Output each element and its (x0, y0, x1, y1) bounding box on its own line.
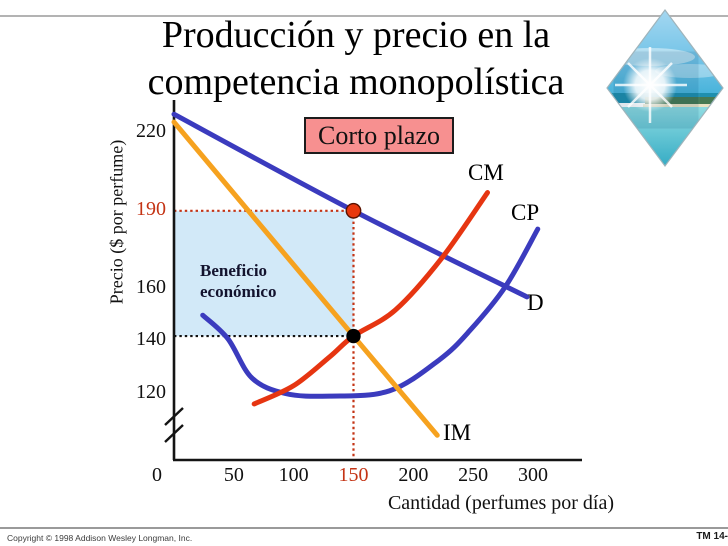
curve-label-cm: CM (468, 160, 504, 185)
slide-number-label: TM 14- (696, 531, 728, 542)
curve-cp (200, 226, 541, 399)
marker-price-on-demand (345, 202, 362, 219)
curve-im (171, 119, 440, 438)
top-divider (0, 15, 728, 17)
curve-label-d: D (527, 290, 544, 315)
short-run-badge: Corto plazo (304, 117, 454, 154)
y-tick-label: 190 (136, 197, 166, 220)
profit-region-label: Beneficio económico (200, 261, 277, 301)
origin-tick-label: 0 (152, 464, 162, 486)
page-title: Producción y precio en la competencia mo… (0, 12, 712, 106)
marker-mc-equals-mr (346, 328, 361, 344)
curve-label-cp: CP (511, 200, 540, 225)
title-line-1: Producción y precio en la (161, 14, 551, 56)
y-tick-label: 140 (136, 328, 166, 351)
title-line-2: competencia monopolística (147, 61, 565, 103)
footer-divider (0, 527, 728, 529)
axis-break-slash (164, 407, 184, 426)
x-tick-label: 50 (223, 464, 244, 486)
y-axis-title: Precio ($ por perfume) (106, 139, 127, 305)
curve-label-im: IM (443, 420, 472, 445)
axis-break-slash (164, 424, 184, 443)
x-tick-label: 250 (458, 464, 489, 486)
y-tick-label: 160 (136, 276, 166, 299)
y-tick-label: 120 (136, 380, 166, 403)
copyright-text: Copyright © 1998 Addison Wesley Longman,… (7, 533, 193, 543)
x-tick-label: 150 (338, 464, 369, 486)
x-tick-label: 200 (398, 464, 429, 486)
x-tick-label: 100 (278, 464, 309, 486)
beach-photo-diamond (606, 8, 724, 168)
x-tick-label: 300 (517, 464, 548, 486)
x-axis-title: Cantidad (perfumes por día) (387, 492, 614, 514)
y-tick-label: 220 (136, 119, 166, 142)
